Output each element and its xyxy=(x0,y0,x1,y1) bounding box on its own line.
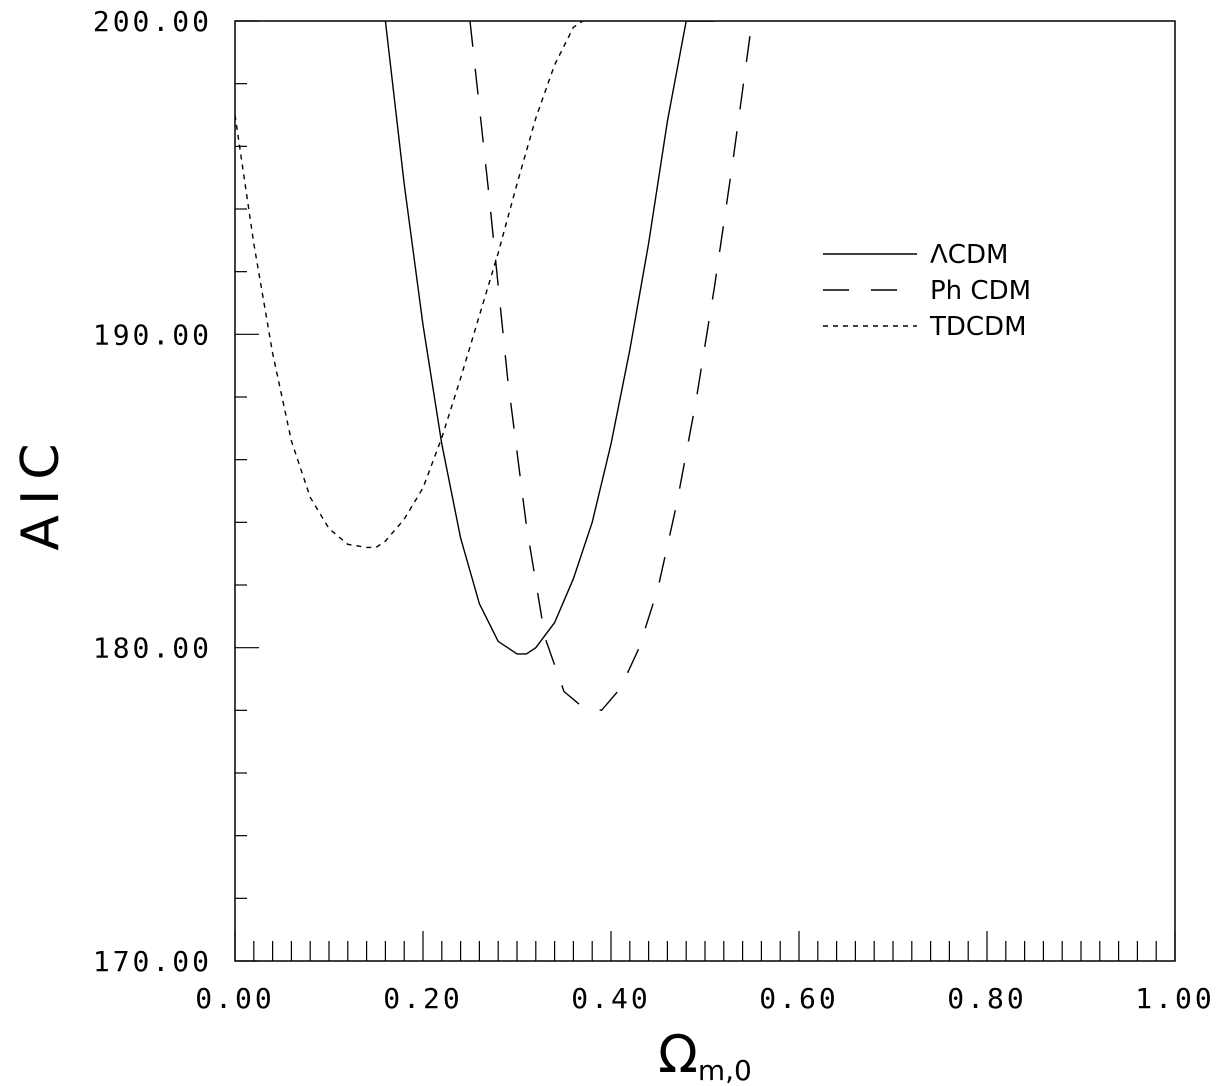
x-tick-label: 0.60 xyxy=(759,982,838,1015)
legend: ΛCDM Ph CDM TDCDM xyxy=(823,240,1031,342)
series-line-1 xyxy=(469,21,753,712)
y-tick-label: 190.00 xyxy=(93,318,212,351)
y-tick-label: 170.00 xyxy=(93,945,212,978)
series-line-2 xyxy=(235,21,584,549)
series-line-0 xyxy=(384,21,715,655)
x-axis-title: Ωm,0 xyxy=(658,1025,752,1086)
axes xyxy=(234,20,1176,962)
ticks xyxy=(234,20,1176,962)
series-lines xyxy=(235,21,753,712)
tick-labels: 0.00 0.20 0.40 0.60 0.80 1.00 170.00 180.00 190.… xyxy=(93,5,1214,1015)
legend-label-0: ΛCDM xyxy=(930,240,1008,270)
x-tick-label: 1.00 xyxy=(1135,982,1214,1015)
legend-label-1: Ph CDM xyxy=(930,276,1031,306)
plot-frame xyxy=(234,20,1176,962)
x-axis-subscript: m,0 xyxy=(698,1054,752,1086)
x-tick-label: 0.00 xyxy=(195,982,274,1015)
y-tick-label: 200.00 xyxy=(93,5,212,38)
x-tick-label: 0.80 xyxy=(947,982,1026,1015)
y-tick-label: 180.00 xyxy=(93,632,212,665)
x-tick-label: 0.20 xyxy=(383,982,462,1015)
x-tick-label: 0.40 xyxy=(571,982,650,1015)
y-axis-title: AIC xyxy=(11,433,71,550)
x-axis-symbol: Ω xyxy=(658,1025,698,1085)
legend-label-2: TDCDM xyxy=(929,312,1027,342)
